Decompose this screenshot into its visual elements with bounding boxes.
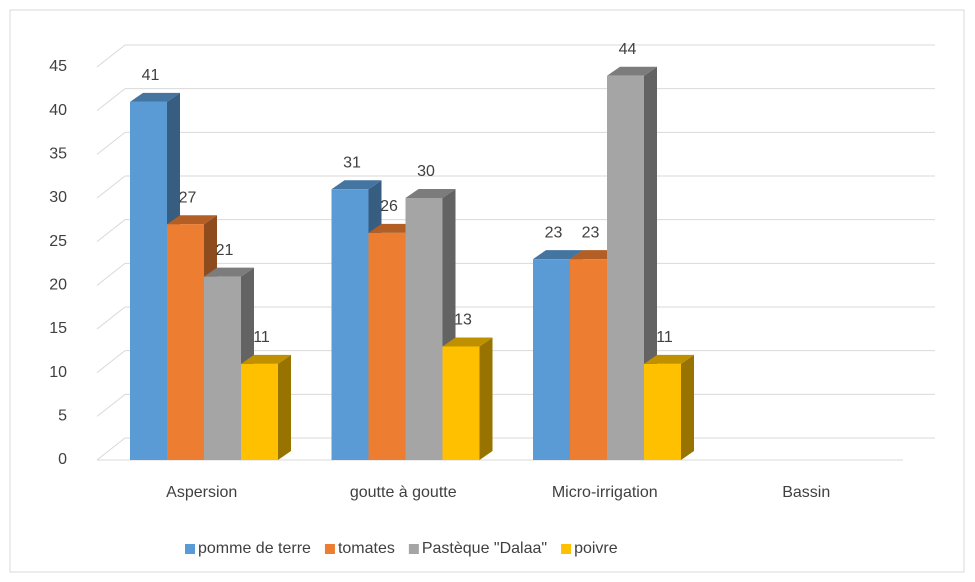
bar-top xyxy=(241,354,291,364)
data-label: 44 xyxy=(619,41,637,58)
legend-swatch xyxy=(185,544,195,554)
bar-top xyxy=(130,92,180,102)
legend-label: Pastèque "Dalaa" xyxy=(422,540,547,557)
grid-line-side xyxy=(96,306,126,330)
grid-line-side xyxy=(96,437,126,461)
bar-top xyxy=(644,354,694,364)
x-tick-label: Aspersion xyxy=(166,484,237,501)
legend-swatch xyxy=(408,544,419,554)
bar-side xyxy=(278,354,291,460)
data-label: 11 xyxy=(253,329,270,346)
legend-label: tomates xyxy=(338,540,395,557)
y-tick-label: 25 xyxy=(49,233,67,250)
bar xyxy=(607,75,644,460)
y-tick-label: 30 xyxy=(49,189,67,206)
bar xyxy=(570,259,607,460)
bar xyxy=(130,101,167,460)
data-label: 26 xyxy=(380,198,398,215)
bar xyxy=(405,198,443,460)
grid-line-side xyxy=(96,88,126,112)
data-label: 41 xyxy=(142,67,160,84)
y-tick-label: 20 xyxy=(49,277,67,294)
bar-top xyxy=(405,189,456,198)
bar xyxy=(204,276,241,460)
legend-label: poivre xyxy=(574,540,618,557)
bar-top xyxy=(607,66,657,76)
bar-top xyxy=(331,180,382,190)
bar xyxy=(442,346,480,460)
bar xyxy=(167,224,204,460)
y-tick-label: 5 xyxy=(58,408,67,425)
x-tick-label: goutte à goutte xyxy=(350,484,457,501)
data-label: 21 xyxy=(216,242,234,259)
data-label: 23 xyxy=(545,224,563,241)
data-label: 13 xyxy=(454,312,472,329)
legend-label: pomme de terre xyxy=(198,540,311,557)
legend-swatch xyxy=(561,544,572,554)
grid-line-side xyxy=(96,131,126,155)
bar-top xyxy=(533,250,583,260)
bar-top xyxy=(167,215,217,225)
data-label: 23 xyxy=(582,224,600,241)
grid-line-side xyxy=(96,175,126,199)
grid-line-side xyxy=(96,44,126,68)
bar xyxy=(644,363,681,460)
grid-line-side xyxy=(96,350,126,374)
y-tick-label: 15 xyxy=(49,320,67,337)
y-tick-label: 10 xyxy=(49,364,67,381)
data-label: 11 xyxy=(656,329,673,346)
y-tick-label: 45 xyxy=(49,58,67,75)
data-label: 27 xyxy=(179,189,197,206)
grid-line-side xyxy=(96,393,126,417)
bar-top xyxy=(204,267,254,277)
grid-line-side xyxy=(96,262,126,286)
y-tick-label: 40 xyxy=(49,102,67,119)
y-tick-label: 35 xyxy=(49,146,67,163)
data-label: 31 xyxy=(343,154,361,171)
bar xyxy=(368,232,406,460)
y-tick-label: 0 xyxy=(58,451,67,468)
bar-side xyxy=(681,354,694,460)
bar xyxy=(533,259,570,460)
x-tick-label: Micro-irrigation xyxy=(552,484,658,501)
grid-line-side xyxy=(96,219,126,243)
bar xyxy=(331,189,369,460)
legend-swatch xyxy=(324,544,335,554)
data-label: 30 xyxy=(417,163,435,180)
x-tick-label: Bassin xyxy=(782,484,830,501)
bar-top xyxy=(442,337,493,347)
bar xyxy=(241,363,278,460)
bar-side xyxy=(479,337,493,460)
